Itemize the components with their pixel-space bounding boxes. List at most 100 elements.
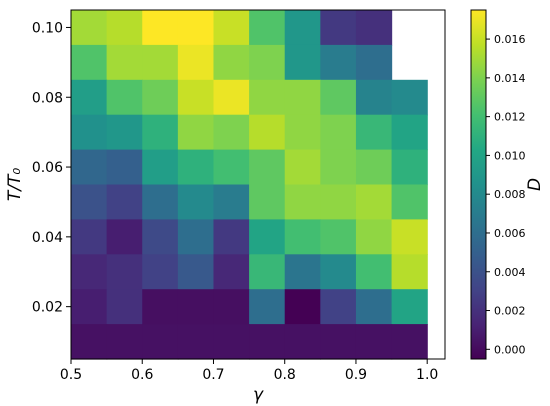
y-tick-label: 0.06 bbox=[32, 160, 63, 176]
colorbar-tick-label: 0.008 bbox=[494, 188, 526, 201]
heatmap-cell bbox=[391, 324, 428, 360]
colorbar-tick-label: 0.000 bbox=[494, 343, 526, 356]
heatmap-cell bbox=[177, 44, 215, 81]
heatmap-cell bbox=[177, 289, 215, 325]
heatmap-cell bbox=[320, 184, 357, 220]
heatmap-cell bbox=[391, 254, 428, 290]
heatmap-cell bbox=[249, 79, 286, 116]
heatmap-cell bbox=[284, 44, 321, 81]
heatmap-cell bbox=[213, 44, 250, 81]
heatmap-cell bbox=[177, 149, 215, 186]
heatmap-cell bbox=[249, 184, 286, 220]
heatmap-cell bbox=[391, 149, 428, 186]
colorbar-tick-label: 0.002 bbox=[494, 305, 526, 318]
heatmap-cell bbox=[391, 114, 428, 151]
colorbar-ticks: 0.000 0.002 0.004 0.006 0.008 0.010 0.012 0.014… bbox=[486, 33, 526, 356]
heatmap-cell bbox=[106, 79, 143, 116]
heatmap-cell bbox=[142, 149, 179, 186]
heatmap-cell bbox=[142, 254, 179, 290]
heatmap-cell bbox=[177, 10, 215, 46]
heatmap-cell bbox=[249, 254, 286, 290]
heatmap-cell bbox=[71, 149, 108, 186]
heatmap-cell bbox=[355, 149, 393, 186]
heatmap-cell bbox=[71, 324, 108, 360]
heatmap-cell bbox=[71, 254, 108, 290]
x-axis: 0.5 0.6 0.7 0.8 0.9 1.0 bbox=[60, 359, 438, 383]
heatmap-cell bbox=[320, 289, 357, 325]
heatmap-cell bbox=[391, 289, 428, 325]
heatmap-cell bbox=[106, 114, 143, 151]
colorbar-tick-label: 0.004 bbox=[494, 266, 526, 279]
y-tick-label: 0.02 bbox=[32, 300, 63, 316]
heatmap-cell bbox=[177, 219, 215, 255]
x-tick-label: 1.0 bbox=[416, 367, 438, 383]
heatmap-cell bbox=[142, 324, 179, 360]
heatmap-cell bbox=[106, 289, 143, 325]
heatmap-cell bbox=[320, 10, 357, 46]
heatmap-cell bbox=[177, 254, 215, 290]
x-tick-label: 0.9 bbox=[345, 367, 367, 383]
x-tick-label: 0.7 bbox=[202, 367, 224, 383]
heatmap-cell bbox=[142, 44, 179, 81]
heatmap-cell bbox=[71, 184, 108, 220]
heatmap-cell bbox=[213, 184, 250, 220]
heatmap-cell bbox=[249, 10, 286, 46]
heatmap-cells bbox=[71, 10, 428, 360]
heatmap-cell bbox=[391, 79, 428, 116]
heatmap-cell bbox=[106, 10, 143, 46]
colorbar-tick-label: 0.010 bbox=[494, 149, 526, 162]
heatmap-cell bbox=[71, 79, 108, 116]
heatmap-cell bbox=[355, 114, 393, 151]
colorbar-label: D bbox=[525, 178, 545, 191]
heatmap-cell bbox=[284, 149, 321, 186]
heatmap-cell bbox=[284, 289, 321, 325]
heatmap-cell bbox=[106, 149, 143, 186]
plot-frame bbox=[70, 9, 446, 360]
heatmap-cell bbox=[142, 219, 179, 255]
heatmap-cell bbox=[106, 254, 143, 290]
heatmap-cell bbox=[71, 219, 108, 255]
heatmap-cell bbox=[320, 149, 357, 186]
heatmap-cell bbox=[320, 254, 357, 290]
heatmap-cell bbox=[213, 324, 250, 360]
heatmap-cell bbox=[320, 219, 357, 255]
heatmap-cell bbox=[284, 184, 321, 220]
heatmap-cell bbox=[391, 219, 428, 255]
heatmap-cell bbox=[71, 114, 108, 151]
heatmap-cell bbox=[249, 149, 286, 186]
y-axis: 0.02 0.04 0.06 0.08 0.10 bbox=[32, 20, 71, 316]
heatmap-cell bbox=[355, 254, 393, 290]
colorbar-tick-label: 0.016 bbox=[494, 33, 526, 46]
x-tick-label: 0.5 bbox=[60, 367, 82, 383]
colorbar-tick-label: 0.012 bbox=[494, 111, 526, 124]
heatmap-cell bbox=[71, 44, 108, 81]
heatmap-cell bbox=[142, 184, 179, 220]
heatmap-cell bbox=[213, 289, 250, 325]
heatmap-cell bbox=[355, 324, 393, 360]
heatmap-cell bbox=[142, 114, 179, 151]
heatmap-cell bbox=[355, 79, 393, 116]
heatmap-cell bbox=[355, 219, 393, 255]
heatmap-cell bbox=[355, 289, 393, 325]
heatmap-cell bbox=[106, 219, 143, 255]
colorbar bbox=[470, 9, 487, 360]
x-tick-label: 0.8 bbox=[274, 367, 296, 383]
heatmap-cell bbox=[320, 324, 357, 360]
heatmap-cell bbox=[249, 219, 286, 255]
heatmap-cell bbox=[284, 324, 321, 360]
heatmap-cell bbox=[106, 184, 143, 220]
heatmap-cell bbox=[213, 254, 250, 290]
heatmap-cell bbox=[142, 79, 179, 116]
heatmap-cell bbox=[284, 79, 321, 116]
y-tick-label: 0.04 bbox=[32, 230, 63, 246]
colorbar-tick-label: 0.014 bbox=[494, 72, 526, 85]
heatmap-cell bbox=[355, 10, 393, 46]
heatmap-cell bbox=[249, 44, 286, 81]
heatmap-cell bbox=[177, 114, 215, 151]
heatmap-cell bbox=[71, 10, 108, 46]
heatmap-cell bbox=[213, 79, 250, 116]
y-tick-label: 0.10 bbox=[32, 20, 63, 36]
heatmap-cell bbox=[177, 324, 215, 360]
heatmap-cell bbox=[213, 10, 250, 46]
